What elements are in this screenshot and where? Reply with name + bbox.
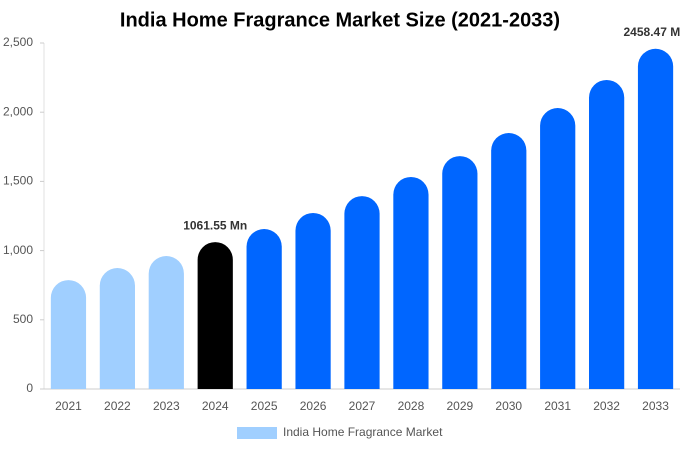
bar — [637, 48, 674, 390]
y-tick-label: 1,000 — [3, 243, 33, 257]
x-tick-label: 2031 — [544, 399, 571, 413]
bar — [295, 212, 331, 389]
bar — [50, 280, 87, 389]
bar — [197, 242, 233, 389]
x-tick-label: 2027 — [349, 399, 376, 413]
x-tick-label: 2021 — [55, 399, 82, 413]
bar — [148, 255, 184, 389]
bar — [344, 196, 380, 389]
x-tick-label: 2022 — [104, 399, 131, 413]
x-tick-label: 2025 — [251, 399, 278, 413]
y-tick-label: 500 — [13, 312, 33, 326]
x-tick-label: 2032 — [593, 399, 620, 413]
y-tick-label: 2,000 — [3, 104, 33, 118]
x-tick-label: 2030 — [495, 399, 522, 413]
bar — [589, 79, 625, 390]
bar — [246, 229, 282, 389]
bar — [491, 132, 527, 389]
chart-title: India Home Fragrance Market Size (2021-2… — [120, 9, 560, 31]
x-tick-label: 2028 — [398, 399, 425, 413]
x-tick-label: 2023 — [153, 399, 180, 413]
y-tick-label: 1,500 — [3, 174, 33, 188]
value-label: 2458.47 Mn — [624, 25, 680, 39]
bar — [442, 156, 478, 389]
legend-swatch — [237, 427, 277, 439]
x-tick-label: 2029 — [446, 399, 473, 413]
bar — [393, 176, 429, 389]
y-tick-label: 0 — [26, 381, 33, 395]
legend-label: India Home Fragrance Market — [283, 425, 443, 439]
x-tick-label: 2024 — [202, 399, 229, 413]
value-label: 1061.55 Mn — [183, 218, 247, 232]
x-tick-label: 2033 — [642, 399, 669, 413]
y-tick-label: 2,500 — [3, 35, 33, 49]
bar — [540, 108, 576, 389]
bar — [99, 268, 135, 389]
x-tick-label: 2026 — [300, 399, 327, 413]
